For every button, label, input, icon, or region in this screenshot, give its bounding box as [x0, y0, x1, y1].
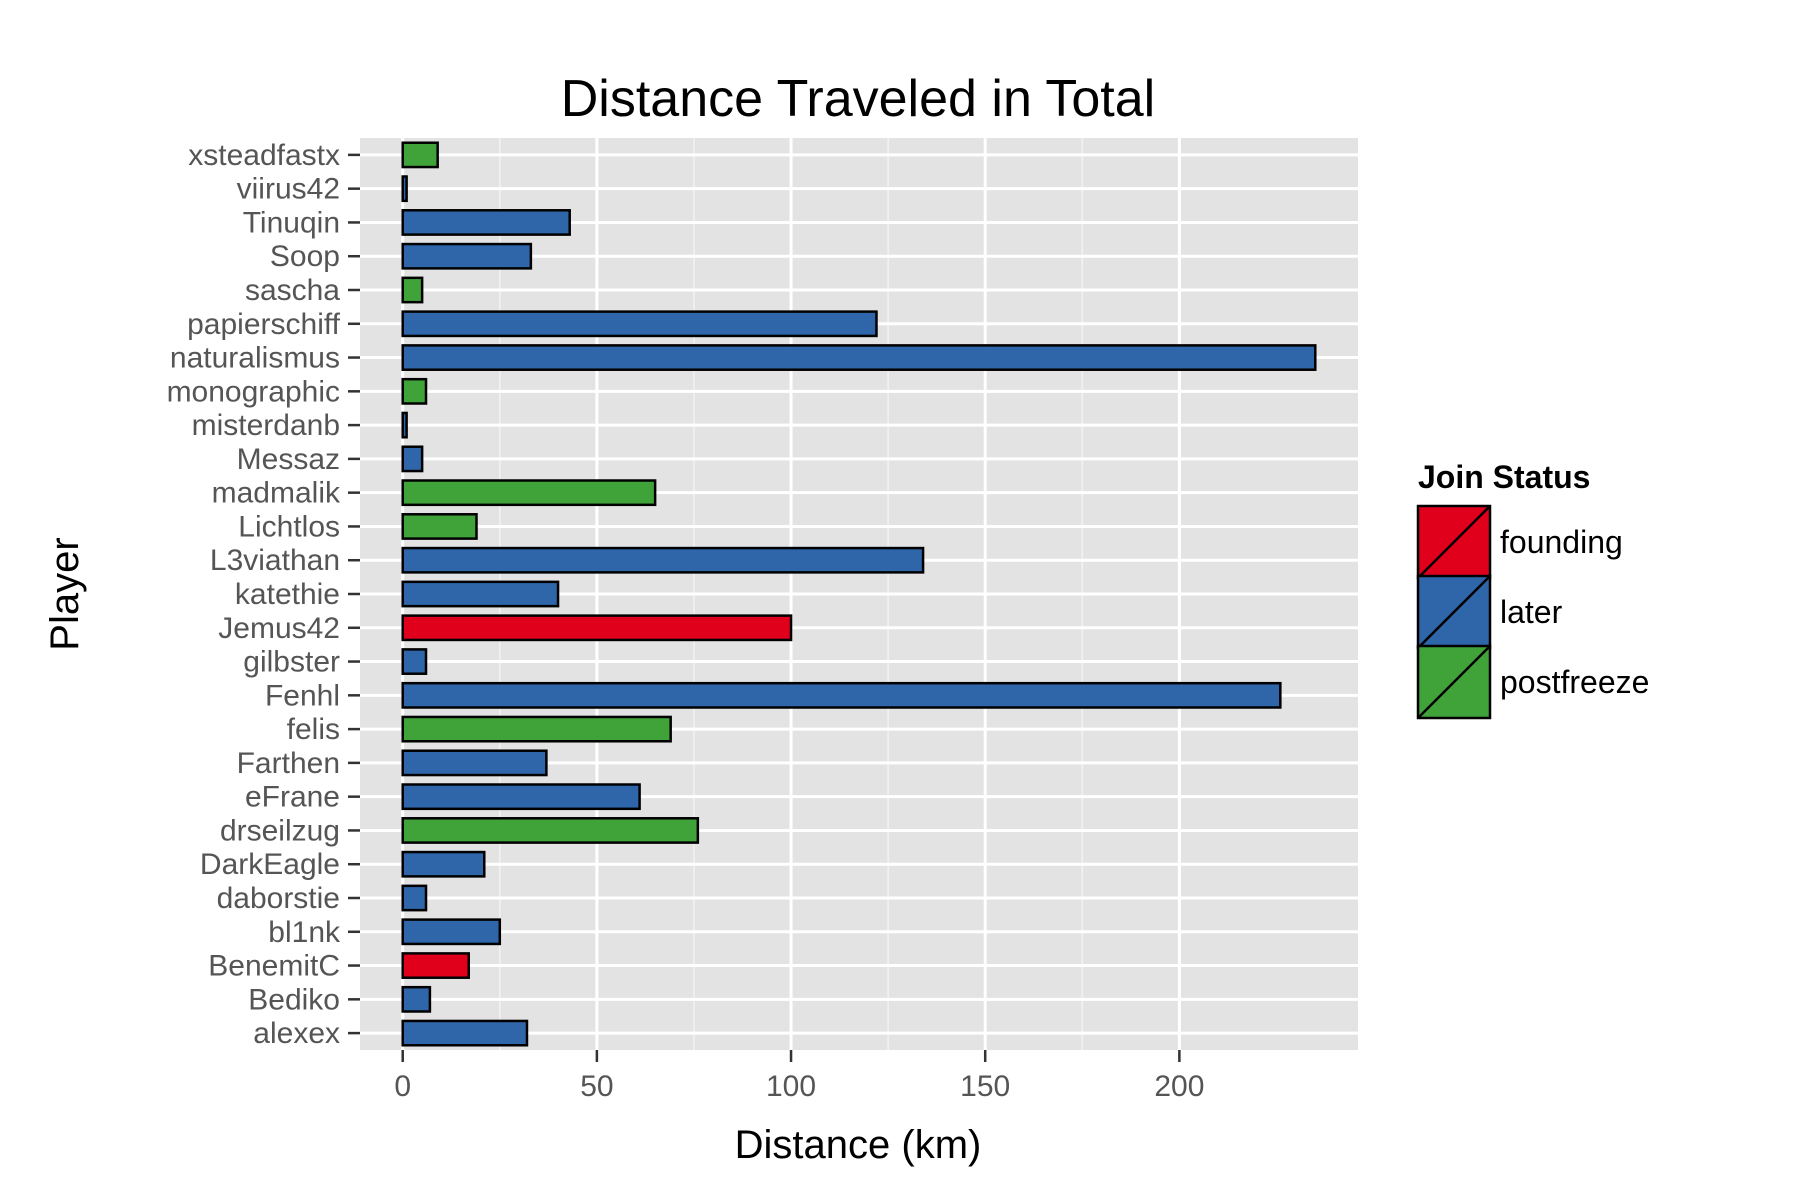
legend-item-founding: founding [1416, 504, 1623, 580]
bar-Soop [401, 242, 533, 270]
bar-misterdanb [401, 411, 408, 439]
legend-label: postfreeze [1500, 664, 1649, 700]
legend-key-diagonal [1417, 505, 1491, 579]
bar-alexex [401, 1019, 529, 1047]
bars [401, 141, 1317, 1047]
bar-sascha [401, 276, 424, 304]
y-tick-label: sascha [245, 274, 340, 307]
bar-eFrane [401, 783, 641, 811]
y-tick-label: L3viathan [210, 544, 340, 577]
bar-gilbster [401, 648, 428, 675]
x-tick-label: 200 [1154, 1070, 1204, 1103]
legend-title: Join Status [1418, 459, 1590, 495]
legend-label: founding [1500, 524, 1623, 560]
y-tick-label: Lichtlos [238, 510, 340, 543]
legend-key-diagonal [1417, 575, 1491, 649]
y-tick-label: katethie [235, 578, 340, 611]
bar-Jemus42 [401, 614, 793, 642]
y-tick-label: Fenhl [265, 679, 340, 712]
y-tick-label: naturalismus [170, 342, 340, 375]
bar-Farthen [401, 749, 548, 777]
y-tick-label: xsteadfastx [188, 139, 340, 172]
bar-drseilzug [401, 817, 700, 844]
y-tick-label: monographic [167, 375, 340, 408]
y-tick-label: BenemitC [208, 950, 340, 983]
bar-BenemitC [401, 952, 470, 979]
bar-bl1nk [401, 918, 502, 946]
x-tick-label: 150 [960, 1070, 1010, 1103]
bar-madmalik [401, 479, 657, 507]
y-tick-label: Bediko [248, 983, 340, 1016]
y-tick-label: felis [287, 713, 340, 746]
x-tick-label: 50 [580, 1070, 613, 1103]
bar-xsteadfastx [401, 141, 439, 169]
y-tick-label: Messaz [237, 443, 340, 476]
y-tick-label: bl1nk [268, 916, 341, 949]
bar-Fenhl [401, 681, 1282, 709]
chart-title: Distance Traveled in Total [561, 70, 1155, 128]
x-axis: 0 50 100 150 200 [394, 1050, 1204, 1103]
y-tick-label: Farthen [237, 747, 340, 780]
bar-monographic [401, 377, 428, 405]
y-tick-label: Soop [270, 240, 340, 273]
y-tick-label: DarkEagle [200, 848, 340, 881]
bar-Lichtlos [401, 513, 478, 540]
legend-item-postfreeze: postfreeze [1416, 644, 1649, 720]
legend-item-later: later [1416, 574, 1563, 650]
y-tick-label: drseilzug [220, 814, 340, 847]
bar-katethie [401, 580, 560, 608]
legend: Join Status founding later postfreeze [1416, 459, 1649, 720]
bar-naturalismus [401, 344, 1317, 371]
y-tick-label: daborstie [217, 882, 340, 915]
bar-felis [401, 715, 672, 743]
bar-daborstie [401, 884, 428, 912]
bar-Bediko [401, 985, 432, 1013]
bar-L3viathan [401, 546, 925, 574]
legend-key-diagonal [1417, 645, 1491, 719]
bar-papierschiff [401, 310, 878, 338]
y-tick-label: madmalik [212, 477, 341, 510]
y-tick-label: eFrane [245, 781, 340, 814]
y-tick-label: gilbster [243, 646, 340, 679]
y-tick-label: Jemus42 [218, 612, 340, 645]
y-tick-label: papierschiff [187, 308, 341, 341]
y-axis-title: Player [43, 537, 87, 650]
y-tick-label: alexex [253, 1017, 340, 1050]
legend-label: later [1500, 594, 1563, 630]
bar-Messaz [401, 445, 424, 473]
y-tick-label: Tinuqin [243, 206, 340, 239]
x-axis-title: Distance (km) [735, 1123, 982, 1167]
y-axis: xsteadfastxviirus42TinuqinSoopsaschapapi… [167, 139, 360, 1050]
bar-DarkEagle [401, 850, 486, 878]
bar-viirus42 [401, 175, 408, 203]
y-tick-label: misterdanb [192, 409, 340, 442]
y-tick-label: viirus42 [237, 173, 340, 206]
x-tick-label: 100 [766, 1070, 816, 1103]
x-tick-label: 0 [394, 1070, 411, 1103]
bar-Tinuqin [401, 209, 571, 236]
